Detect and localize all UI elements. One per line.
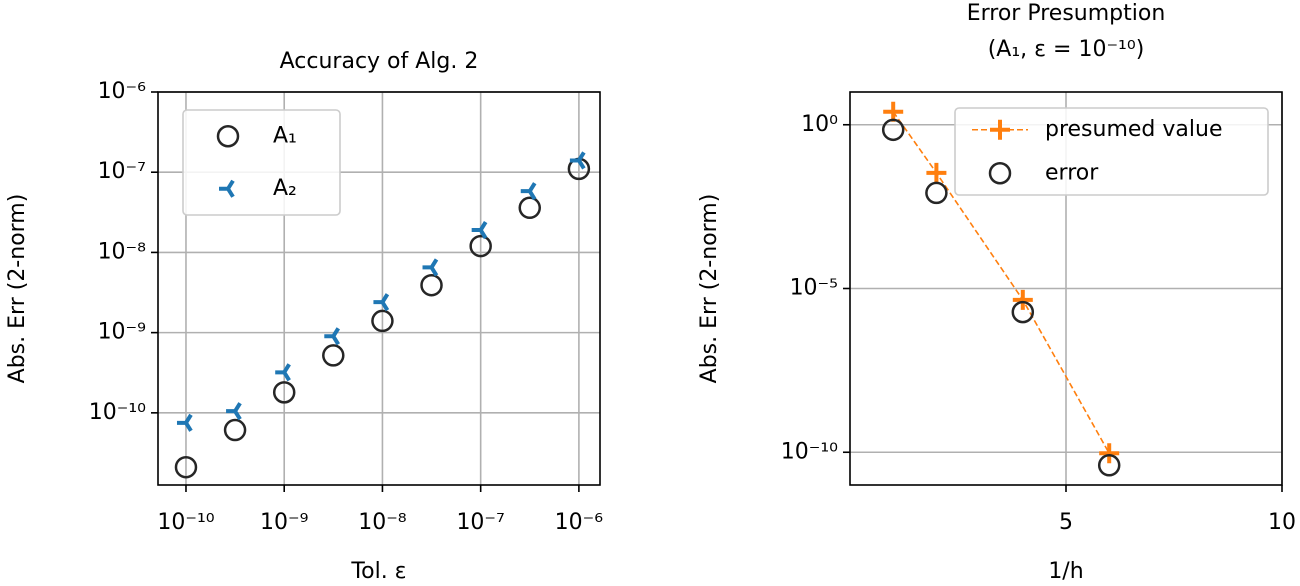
series-line — [892, 111, 1110, 454]
plot-frame — [157, 91, 601, 486]
x-axis-label: Tol. ε — [350, 559, 406, 584]
legend-marker — [219, 179, 235, 198]
marker-circle — [272, 381, 296, 404]
y-tick-label: 10⁻¹⁰ — [89, 400, 146, 425]
marker-tri — [422, 258, 439, 277]
x-tick-label: 10⁻⁸ — [358, 510, 407, 535]
marker-circle — [469, 234, 492, 258]
y-axis-label: Abs. Err (2-norm) — [5, 194, 30, 384]
marker-tri — [275, 363, 291, 382]
legend-label: presumed value — [1045, 117, 1222, 142]
marker-circle — [420, 273, 443, 297]
marker-circle — [322, 344, 345, 367]
x-tick-label: 10⁻⁶ — [555, 510, 604, 535]
marker-circle — [1097, 454, 1121, 477]
marker-tri — [324, 327, 340, 346]
y-tick-label: 10⁻⁶ — [98, 79, 147, 104]
y-axis-label: Abs. Err (2-norm) — [697, 194, 722, 384]
legend-box — [954, 107, 1269, 196]
marker-circle — [174, 455, 198, 479]
y-tick-label: 10⁻⁵ — [790, 276, 838, 301]
x-tick-label: 10⁻¹⁰ — [157, 510, 214, 535]
marker-circle — [1011, 300, 1035, 324]
x-tick-label: 10 — [1268, 510, 1296, 535]
marker-circle — [881, 118, 905, 142]
marker-tri — [569, 151, 586, 170]
chart-title: Accuracy of Alg. 2 — [280, 49, 479, 74]
legend-label: A₁ — [273, 123, 297, 148]
marker-circle — [223, 418, 247, 442]
marker-tri — [520, 182, 537, 201]
y-tick-label: 10⁻¹⁰ — [781, 439, 838, 464]
chart-title: Error Presumption — [967, 1, 1166, 26]
legend-marker — [990, 119, 1010, 140]
legend-box — [182, 109, 341, 216]
marker-circle — [371, 309, 394, 333]
marker-tri — [471, 221, 488, 240]
y-tick-label: 10⁻⁷ — [98, 159, 146, 184]
x-tick-label: 5 — [1059, 510, 1073, 535]
marker-plus — [1099, 443, 1120, 464]
marker-tri — [176, 413, 193, 432]
marker-plus — [883, 101, 904, 122]
legend-label: error — [1045, 160, 1099, 185]
y-tick-label: 10⁰ — [801, 112, 838, 137]
marker-plus — [926, 162, 947, 183]
x-tick-label: 10⁻⁹ — [260, 510, 308, 535]
marker-circle — [518, 196, 542, 220]
legend-label: A₂ — [273, 176, 297, 201]
y-tick-label: 10⁻⁸ — [98, 239, 147, 264]
x-tick-label: 10⁻⁷ — [456, 510, 504, 535]
marker-plus — [1012, 289, 1033, 310]
marker-tri — [373, 293, 390, 312]
plot-frame — [849, 91, 1283, 486]
marker-circle — [925, 181, 948, 205]
marker-tri — [226, 402, 242, 421]
x-axis-label: 1/h — [1048, 559, 1083, 584]
legend-marker — [216, 125, 240, 148]
y-tick-label: 10⁻⁹ — [98, 320, 146, 345]
chart-subtitle: (A₁, ε = 10⁻¹⁰) — [988, 37, 1145, 62]
legend-marker — [988, 162, 1012, 185]
